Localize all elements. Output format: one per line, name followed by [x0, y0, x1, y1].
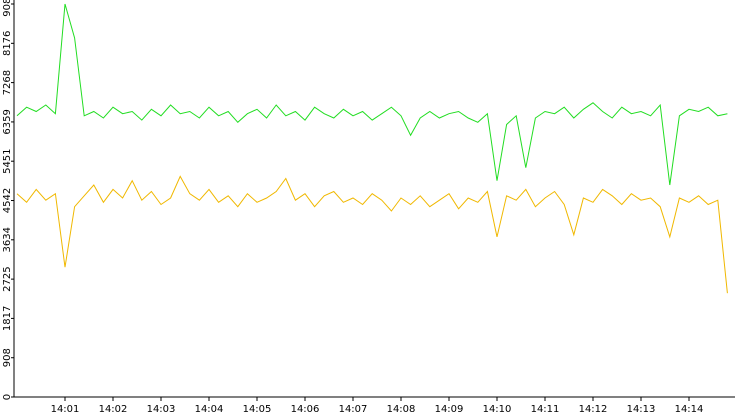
- series-line: [16, 175, 728, 294]
- x-tick-label: 14:04: [195, 404, 224, 415]
- x-tick-label: 14:10: [483, 404, 512, 415]
- x-tick-label: 14:03: [147, 404, 176, 415]
- y-tick-label: 4542: [2, 188, 13, 213]
- x-tick-label: 14:13: [627, 404, 656, 415]
- y-tick-label: 908: [2, 348, 13, 367]
- y-tick-label: 7268: [2, 70, 13, 95]
- y-tick-label: 9085: [2, 0, 13, 17]
- x-tick-label: 14:11: [531, 404, 560, 415]
- x-tick-label: 14:08: [387, 404, 416, 415]
- y-tick-label: 5451: [2, 148, 13, 173]
- x-tick-label: 14:06: [291, 404, 320, 415]
- x-tick-label: 14:14: [675, 404, 704, 415]
- y-tick-label: 1817: [2, 306, 13, 331]
- series-line: [16, 3, 728, 186]
- x-tick-label: 14:09: [435, 404, 464, 415]
- y-tick-label: 3634: [2, 227, 13, 252]
- x-tick-label: 14:02: [99, 404, 128, 415]
- x-tick-label: 14:01: [51, 404, 80, 415]
- x-tick-label: 14:12: [579, 404, 608, 415]
- x-tick-label: 14:07: [339, 404, 368, 415]
- y-tick-label: 8176: [2, 31, 13, 56]
- x-tick-label: 14:05: [243, 404, 272, 415]
- y-tick-label: 0: [2, 394, 13, 400]
- y-tick-label: 2725: [2, 266, 13, 291]
- y-tick-label: 6359: [2, 109, 13, 134]
